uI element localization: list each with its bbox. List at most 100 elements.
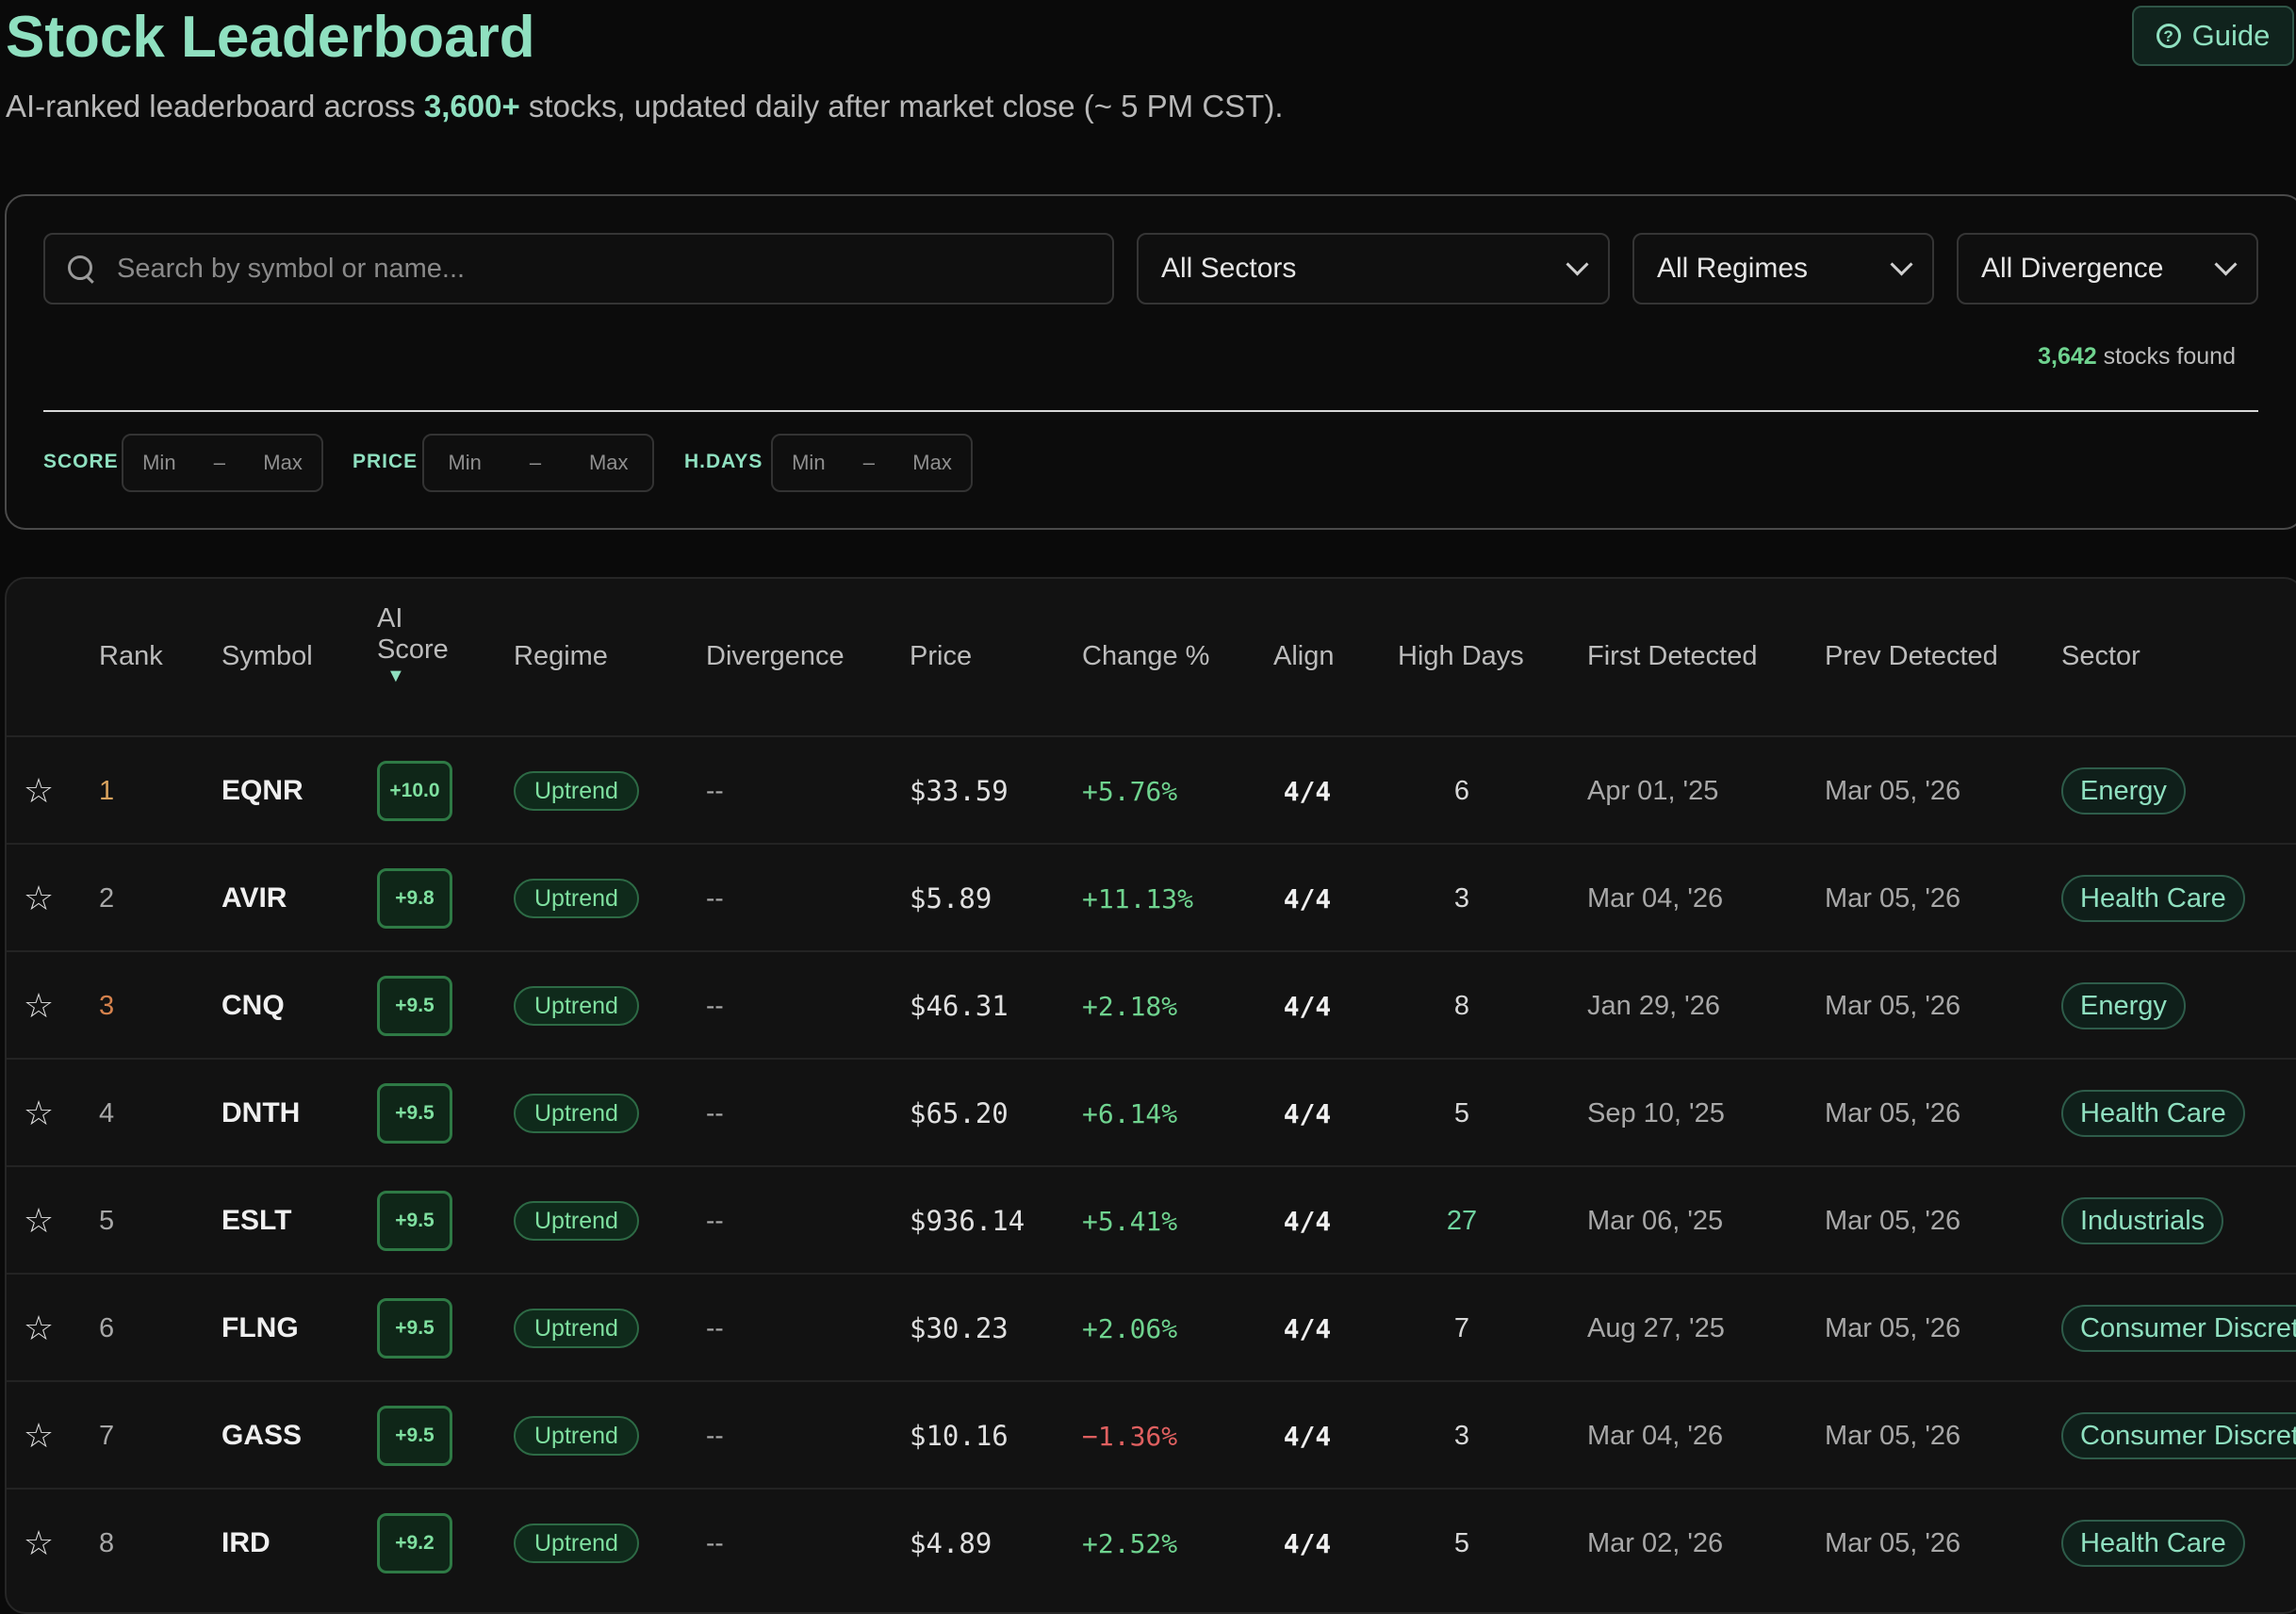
range-separator: – (862, 451, 876, 474)
score-range-label: SCORE (43, 451, 119, 472)
price-max-input[interactable]: Max (588, 451, 629, 474)
change-cell: +2.52% (1082, 1527, 1178, 1559)
score-max-input[interactable]: Max (263, 451, 303, 474)
found-label: stocks found (2096, 343, 2236, 370)
chevron-down-icon (1890, 252, 1913, 276)
sector-cell: Consumer Discret (2061, 1275, 2296, 1382)
star-icon[interactable]: ☆ (23, 1094, 55, 1132)
regime-cell: Uptrend (514, 1382, 639, 1490)
table-row[interactable]: ☆ 6 FLNG +9.5 Uptrend -- $30.23 +2.06% 4/4 7 Aug 2… (7, 1273, 2296, 1382)
leaderboard-table: Rank Symbol AI Score ▼ Regime Divergence… (5, 577, 2296, 1614)
symbol-cell[interactable]: ESLT (221, 1205, 292, 1236)
search-input[interactable] (115, 252, 1061, 286)
align-cell: 4/4 (1283, 1312, 1332, 1344)
regime-badge: Uptrend (514, 1309, 639, 1348)
divergence-select[interactable]: All Divergence (1957, 233, 2258, 305)
star-icon[interactable]: ☆ (23, 1309, 55, 1347)
header-change[interactable]: Change % (1082, 641, 1210, 671)
symbol-cell[interactable]: DNTH (221, 1097, 301, 1128)
sector-badge: Consumer Discret (2061, 1412, 2296, 1459)
table-row[interactable]: ☆ 7 GASS +9.5 Uptrend -- $10.16 −1.36% 4/4 3 Mar 0… (7, 1380, 2296, 1490)
header-regime[interactable]: Regime (514, 641, 608, 671)
price-cell: $30.23 (910, 1312, 1009, 1344)
header-ai-score[interactable]: AI Score ▼ (377, 603, 449, 687)
star-icon[interactable]: ☆ (23, 986, 55, 1025)
change-cell: +2.06% (1082, 1312, 1178, 1344)
star-icon[interactable]: ☆ (23, 771, 55, 810)
header-rank[interactable]: Rank (99, 641, 163, 671)
header-ai-label: AI (377, 603, 403, 634)
sort-down-icon: ▼ (386, 666, 405, 686)
filter-divider (43, 410, 2258, 412)
sector-cell: Industrials (2061, 1167, 2224, 1275)
table-row[interactable]: ☆ 1 EQNR +10.0 Uptrend -- $33.59 +5.76% 4/4 6 Apr … (7, 735, 2296, 845)
high-days-cell: 3 (1453, 1420, 1470, 1451)
header-first-detected[interactable]: First Detected (1587, 641, 1758, 671)
score-range: Min – Max (122, 434, 323, 492)
header-prev-detected[interactable]: Prev Detected (1825, 641, 1998, 671)
star-icon[interactable]: ☆ (23, 1416, 55, 1455)
regime-badge: Uptrend (514, 771, 639, 811)
header-price[interactable]: Price (910, 641, 973, 671)
prev-detected-cell: Mar 05, '26 (1825, 775, 1961, 806)
chevron-down-icon (2214, 252, 2238, 276)
header-align[interactable]: Align (1273, 641, 1335, 671)
price-cell: $10.16 (910, 1420, 1009, 1452)
table-row[interactable]: ☆ 8 IRD +9.2 Uptrend -- $4.89 +2.52% 4/4 5 Mar 02,… (7, 1488, 2296, 1597)
first-detected-cell: Jan 29, '26 (1587, 990, 1720, 1021)
guide-button[interactable]: ? Guide (2132, 6, 2294, 66)
header-symbol[interactable]: Symbol (221, 641, 313, 671)
align-cell: 4/4 (1283, 1527, 1332, 1559)
price-cell: $65.20 (910, 1097, 1009, 1129)
align-cell: 4/4 (1283, 1420, 1332, 1452)
align-cell: 4/4 (1283, 775, 1332, 807)
stocks-found-count: 3,642 stocks found (2038, 343, 2236, 371)
table-row[interactable]: ☆ 4 DNTH +9.5 Uptrend -- $65.20 +6.14% 4/4 5 Sep 1… (7, 1058, 2296, 1167)
change-cell: +5.41% (1082, 1205, 1178, 1237)
star-icon[interactable]: ☆ (23, 1523, 55, 1562)
high-days-cell: 3 (1453, 882, 1470, 914)
header-score-label: Score (377, 634, 449, 665)
symbol-cell[interactable]: CNQ (221, 990, 285, 1021)
range-separator: – (213, 451, 226, 474)
ai-score-cell: +10.0 (377, 737, 452, 845)
symbol-cell[interactable]: AVIR (221, 882, 287, 914)
symbol-cell[interactable]: IRD (221, 1527, 271, 1558)
sector-badge: Energy (2061, 982, 2186, 1029)
symbol-cell[interactable]: GASS (221, 1420, 303, 1451)
symbol-cell[interactable]: EQNR (221, 775, 303, 806)
sector-select[interactable]: All Sectors (1137, 233, 1610, 305)
regime-cell: Uptrend (514, 952, 639, 1060)
hdays-max-input[interactable]: Max (912, 451, 952, 474)
sector-badge: Energy (2061, 767, 2186, 815)
table-row[interactable]: ☆ 3 CNQ +9.5 Uptrend -- $46.31 +2.18% 4/4 8 Jan 29… (7, 950, 2296, 1060)
search-box[interactable] (43, 233, 1114, 305)
header-sector[interactable]: Sector (2061, 641, 2140, 671)
prev-detected-cell: Mar 05, '26 (1825, 1205, 1961, 1236)
hdays-min-input[interactable]: Min (792, 451, 826, 474)
prev-detected-cell: Mar 05, '26 (1825, 990, 1961, 1021)
rank-cell: 8 (99, 1527, 115, 1558)
range-separator: – (529, 451, 542, 474)
subtitle-prefix: AI-ranked leaderboard across (6, 89, 424, 124)
ai-score-cell: +9.5 (377, 1060, 452, 1167)
symbol-cell[interactable]: FLNG (221, 1312, 299, 1343)
price-cell: $5.89 (910, 882, 992, 914)
divergence-cell: -- (706, 776, 724, 805)
star-icon[interactable]: ☆ (23, 1201, 55, 1240)
star-icon[interactable]: ☆ (23, 879, 55, 917)
sector-badge: Health Care (2061, 1520, 2245, 1567)
ai-score-badge: +9.5 (377, 976, 452, 1036)
regime-select[interactable]: All Regimes (1632, 233, 1934, 305)
table-row[interactable]: ☆ 2 AVIR +9.8 Uptrend -- $5.89 +11.13% 4/4 3 Mar 0… (7, 843, 2296, 952)
header-divergence[interactable]: Divergence (706, 641, 845, 671)
table-row[interactable]: ☆ 5 ESLT +9.5 Uptrend -- $936.14 +5.41% 4/4 27 Mar… (7, 1165, 2296, 1275)
header-high-days[interactable]: High Days (1398, 641, 1524, 671)
rank-cell: 4 (99, 1097, 115, 1128)
price-min-input[interactable]: Min (448, 451, 482, 474)
regime-cell: Uptrend (514, 1275, 639, 1382)
rank-cell: 2 (99, 882, 115, 914)
score-min-input[interactable]: Min (142, 451, 176, 474)
guide-button-label: Guide (2191, 19, 2271, 52)
divergence-cell: -- (706, 1098, 724, 1128)
